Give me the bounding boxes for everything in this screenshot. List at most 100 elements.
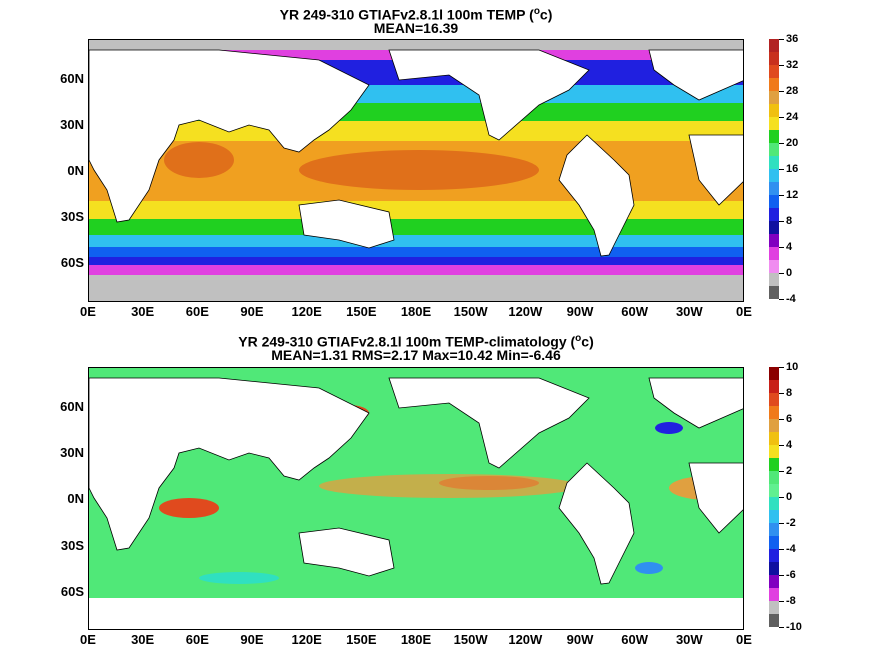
lat-label-30n: 30N bbox=[60, 117, 84, 132]
colorbar-label-7: -4 bbox=[786, 543, 796, 555]
colorbar-tick-6 bbox=[779, 523, 784, 524]
colorbar-swatch-7 bbox=[769, 130, 779, 143]
anomaly-south-atlantic-cold bbox=[635, 562, 663, 574]
colorbar-tick-5 bbox=[779, 497, 784, 498]
colorbar-label-10: -4 bbox=[786, 293, 796, 305]
panel2-title: YR 249-310 GTIAFv2.8.1l 100m TEMP-climat… bbox=[88, 330, 744, 351]
colorbar-tick-10 bbox=[779, 627, 784, 628]
antarctica-land bbox=[89, 598, 743, 629]
colorbar-swatch-15 bbox=[769, 234, 779, 247]
panel1-title-unit: c) bbox=[539, 6, 553, 23]
lon-label-11-p2: 30W bbox=[675, 632, 703, 647]
greenland-europe-land bbox=[648, 49, 743, 101]
australia-land-2 bbox=[298, 527, 395, 577]
lon-label-4-p2: 120E bbox=[291, 632, 322, 647]
colorbar-tick-1 bbox=[779, 65, 784, 66]
lon-label-5-p2: 150E bbox=[346, 632, 377, 647]
panel1-colorbar bbox=[769, 39, 779, 299]
colorbar-swatch-7 bbox=[769, 458, 779, 471]
eurasia-africa-land bbox=[89, 49, 370, 223]
panel1-map bbox=[88, 39, 744, 302]
colorbar-tick-10 bbox=[779, 299, 784, 300]
colorbar-tick-6 bbox=[779, 195, 784, 196]
lon-label-11-p1: 30W bbox=[675, 304, 703, 319]
africa-west-land bbox=[688, 134, 743, 206]
colorbar-label-1: 32 bbox=[786, 59, 799, 71]
lon-label-0-p1: 0E bbox=[80, 304, 96, 319]
band-north-warm bbox=[89, 121, 743, 141]
lon-label-2-p1: 60E bbox=[185, 304, 209, 319]
colorbar-swatch-6 bbox=[769, 117, 779, 130]
colorbar-label-5: 0 bbox=[786, 491, 793, 503]
colorbar-swatch-4 bbox=[769, 419, 779, 432]
arctic-ice bbox=[89, 40, 743, 50]
colorbar-label-4: 20 bbox=[786, 137, 799, 149]
colorbar-swatch-9 bbox=[769, 156, 779, 169]
lon-label-6-p2: 180E bbox=[400, 632, 432, 647]
lon-label-4-p1: 120E bbox=[291, 304, 322, 319]
lon-label-3-p1: 90E bbox=[240, 304, 264, 319]
colorbar-swatch-16 bbox=[769, 247, 779, 260]
colorbar-label-0: 36 bbox=[786, 33, 799, 45]
colorbar-swatch-2 bbox=[769, 65, 779, 78]
greenland-europe-land-2 bbox=[648, 377, 743, 429]
colorbar-tick-9 bbox=[779, 273, 784, 274]
colorbar-swatch-9 bbox=[769, 484, 779, 497]
colorbar-swatch-19 bbox=[769, 614, 779, 627]
lon-label-8-p2: 120W bbox=[508, 632, 543, 647]
colorbar-swatch-14 bbox=[769, 221, 779, 234]
band-polar-south bbox=[89, 265, 743, 275]
colorbar-label-9: 0 bbox=[786, 267, 793, 279]
panel1-subtitle: MEAN=16.39 bbox=[373, 20, 459, 36]
colorbar-swatch-16 bbox=[769, 575, 779, 588]
colorbar-swatch-10 bbox=[769, 169, 779, 182]
colorbar-swatch-4 bbox=[769, 91, 779, 104]
colorbar-label-2: 6 bbox=[786, 413, 793, 425]
panel2-map-svg bbox=[89, 368, 743, 629]
colorbar-tick-4 bbox=[779, 143, 784, 144]
colorbar-label-2: 28 bbox=[786, 85, 799, 97]
lon-label-6-p1: 180E bbox=[400, 304, 432, 319]
lon-label-10-p2: 60W bbox=[621, 632, 649, 647]
panel2-title-text: YR 249-310 GTIAFv2.8.1l 100m TEMP-climat… bbox=[238, 333, 576, 350]
colorbar-swatch-18 bbox=[769, 601, 779, 614]
colorbar-label-6: -2 bbox=[786, 517, 796, 529]
colorbar-label-0: 10 bbox=[786, 361, 799, 373]
lat-label-30s: 30S bbox=[60, 209, 84, 224]
colorbar-tick-8 bbox=[779, 575, 784, 576]
colorbar-swatch-14 bbox=[769, 549, 779, 562]
colorbar-tick-5 bbox=[779, 169, 784, 170]
lon-label-10-p1: 60W bbox=[621, 304, 649, 319]
panel2-title-unit: c) bbox=[581, 333, 594, 350]
colorbar-swatch-0 bbox=[769, 39, 779, 52]
lon-label-3-p2: 90E bbox=[240, 632, 264, 647]
anomaly-indian-hot bbox=[159, 498, 219, 518]
colorbar-swatch-10 bbox=[769, 497, 779, 510]
warm-pool bbox=[299, 150, 539, 190]
colorbar-swatch-8 bbox=[769, 143, 779, 156]
panel2-map bbox=[88, 367, 744, 630]
colorbar-swatch-11 bbox=[769, 182, 779, 195]
band-south-cold bbox=[89, 247, 743, 257]
indian-ocean-warm bbox=[164, 142, 234, 178]
lat-label-60s: 60S bbox=[60, 255, 84, 270]
colorbar-swatch-8 bbox=[769, 471, 779, 484]
anomaly-southern-cool bbox=[199, 572, 279, 584]
colorbar-swatch-5 bbox=[769, 432, 779, 445]
colorbar-swatch-13 bbox=[769, 536, 779, 549]
colorbar-swatch-3 bbox=[769, 78, 779, 91]
anomaly-gulfstream-cold bbox=[655, 422, 683, 434]
colorbar-label-3: 24 bbox=[786, 111, 799, 123]
panel1-title: YR 249-310 GTIAFv2.8.1l 100m TEMP (oc) bbox=[88, 3, 744, 24]
lat-label-0n: 0N bbox=[67, 163, 84, 178]
panel1-title-degree: o bbox=[533, 6, 540, 17]
band-south-warm bbox=[89, 201, 743, 219]
australia-land bbox=[298, 199, 395, 249]
colorbar-swatch-3 bbox=[769, 406, 779, 419]
colorbar-label-4: 2 bbox=[786, 465, 793, 477]
colorbar-tick-7 bbox=[779, 549, 784, 550]
band-subpolar-south bbox=[89, 257, 743, 265]
band-south-mid bbox=[89, 219, 743, 235]
lat-label-30s-2: 30S bbox=[60, 538, 84, 553]
eurasia-africa-land-2 bbox=[89, 377, 370, 551]
